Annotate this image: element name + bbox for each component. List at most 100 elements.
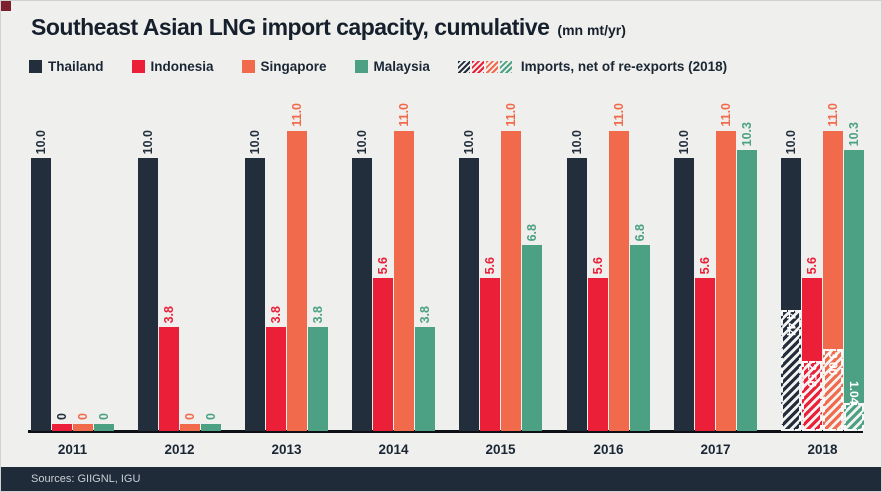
legend-hatch-swatch-icon xyxy=(499,60,512,73)
bar-value-label-indonesia-2014: 5.6 xyxy=(376,256,390,274)
bar-group-2012: 10.0 3.8 0 0 2012 xyxy=(138,86,221,457)
bar-malaysia-2011 xyxy=(94,424,114,431)
bar-singapore-2014 xyxy=(394,131,414,431)
bar-group-2017: 10.0 5.6 11.0 10.3 2017 xyxy=(674,86,757,457)
bar-malaysia-2018 xyxy=(844,150,864,431)
x-axis-line xyxy=(28,430,863,433)
bar-thailand-2015 xyxy=(459,158,479,431)
x-axis-label-2018: 2018 xyxy=(807,442,838,457)
legend-item-thailand: Thailand xyxy=(29,59,104,74)
bar-value-label-singapore-2012: 0 xyxy=(183,413,197,420)
legend-swatch-thailand-icon xyxy=(29,60,42,73)
legend-swatch-malaysia-icon xyxy=(354,60,368,73)
bar-value-label-thailand-2011: 10.0 xyxy=(34,129,48,154)
bar-value-label-malaysia-2017: 10.3 xyxy=(740,121,754,146)
bar-value-label-malaysia-2015: 6.8 xyxy=(525,223,539,241)
bar-value-label-indonesia-2013: 3.8 xyxy=(269,305,283,323)
bar-value-label-indonesia-2015: 5.6 xyxy=(483,256,497,274)
bar-value-label-malaysia-2014: 3.8 xyxy=(418,305,432,323)
x-axis-label-2017: 2017 xyxy=(700,442,731,457)
bar-indonesia-2012 xyxy=(159,327,179,431)
legend-swatch-indonesia-icon xyxy=(131,60,145,73)
title-unit: (mn mt/yr) xyxy=(557,22,626,38)
x-axis-label-2013: 2013 xyxy=(271,442,302,457)
bar-thailand-2011 xyxy=(31,158,51,431)
bar-value-label-malaysia-2018: 10.3 xyxy=(847,121,861,146)
legend-hatch-swatch-icon xyxy=(457,60,470,73)
bar-value-label-thailand-2014: 10.0 xyxy=(355,129,369,154)
imports-value-label-indonesia: 2.56 xyxy=(805,364,819,388)
bar-value-label-singapore-2016: 11.0 xyxy=(612,103,626,127)
legend-label: Malaysia xyxy=(373,59,430,74)
page-title: Southeast Asian LNG import capacity, cum… xyxy=(31,14,550,40)
bar-malaysia-2014 xyxy=(415,327,435,431)
imports-value-label-singapore: 3.00 xyxy=(826,352,840,376)
bar-value-label-indonesia-2011: 0 xyxy=(55,413,69,420)
x-axis-label-2011: 2011 xyxy=(57,442,88,457)
bar-value-label-malaysia-2011: 0 xyxy=(97,413,111,420)
bar-malaysia-2015 xyxy=(522,245,542,431)
bar-singapore-2015 xyxy=(501,131,521,431)
legend-item-singapore: Singapore xyxy=(241,59,327,74)
bar-value-label-indonesia-2012: 3.8 xyxy=(162,305,176,323)
bar-value-label-thailand-2016: 10.0 xyxy=(570,129,584,154)
bar-value-label-singapore-2014: 11.0 xyxy=(397,103,411,127)
bar-singapore-2013 xyxy=(287,131,307,431)
bar-group-2016: 10.0 5.6 11.0 6.8 2016 xyxy=(567,86,650,457)
legend-label: Thailand xyxy=(48,59,104,74)
legend-item-indonesia: Indonesia xyxy=(131,59,214,74)
bar-indonesia-2011 xyxy=(52,424,72,431)
legend: Thailand Indonesia Singapore Malaysia Import… xyxy=(29,59,727,74)
bar-value-label-indonesia-2018: 5.6 xyxy=(805,256,819,274)
bar-value-label-thailand-2013: 10.0 xyxy=(248,129,262,154)
legend-item-imports: Imports, net of re-exports (2018) xyxy=(457,59,728,74)
bar-value-label-singapore-2013: 11.0 xyxy=(290,103,304,127)
imports-value-label-thailand: 4.44 xyxy=(784,313,798,337)
bar-indonesia-2017 xyxy=(695,278,715,431)
legend-label: Singapore xyxy=(260,59,327,74)
legend-hatch-swatch-icon xyxy=(471,60,484,73)
legend-label: Indonesia xyxy=(150,59,214,74)
x-axis-label-2014: 2014 xyxy=(378,442,409,457)
bar-value-label-thailand-2018: 10.0 xyxy=(784,129,798,154)
bar-thailand-2017 xyxy=(674,158,694,431)
bar-value-label-malaysia-2012: 0 xyxy=(204,413,218,420)
bar-singapore-2011 xyxy=(73,424,93,431)
legend-hatch-swatches-icon xyxy=(457,60,512,73)
bar-indonesia-2014 xyxy=(373,278,393,431)
bar-malaysia-2016 xyxy=(630,245,650,431)
bar-value-label-singapore-2018: 11.0 xyxy=(826,103,840,127)
x-axis-label-2016: 2016 xyxy=(593,442,624,457)
bar-value-label-thailand-2012: 10.0 xyxy=(141,129,155,154)
imports-hatch-bar-thailand xyxy=(781,310,801,431)
bar-value-label-thailand-2015: 10.0 xyxy=(462,129,476,154)
bar-group-2014: 10.0 5.6 11.0 3.8 2014 xyxy=(352,86,435,457)
bar-thailand-2016 xyxy=(567,158,587,431)
bar-thailand-2013 xyxy=(245,158,265,431)
bar-value-label-malaysia-2013: 3.8 xyxy=(311,305,325,323)
legend-hatch-swatch-icon xyxy=(485,60,498,73)
bar-value-label-singapore-2011: 0 xyxy=(76,413,90,420)
x-axis-label-2015: 2015 xyxy=(485,442,516,457)
bar-singapore-2012 xyxy=(180,424,200,431)
imports-hatch-bar-indonesia xyxy=(802,361,822,431)
title-row: Southeast Asian LNG import capacity, cum… xyxy=(31,14,626,41)
bar-malaysia-2012 xyxy=(201,424,221,431)
imports-hatch-bar-singapore xyxy=(823,349,843,431)
bar-singapore-2016 xyxy=(609,131,629,431)
bar-indonesia-2015 xyxy=(480,278,500,431)
bar-malaysia-2017 xyxy=(737,150,757,431)
bar-group-2015: 10.0 5.6 11.0 6.8 2015 xyxy=(459,86,542,457)
bar-value-label-indonesia-2017: 5.6 xyxy=(698,256,712,274)
bar-group-2013: 10.0 3.8 11.0 3.8 2013 xyxy=(245,86,328,457)
corner-brand-mark xyxy=(1,1,11,11)
imports-value-label-malaysia: 1.04 xyxy=(847,381,861,405)
bar-malaysia-2013 xyxy=(308,327,328,431)
bar-thailand-2012 xyxy=(138,158,158,431)
bar-value-label-indonesia-2016: 5.6 xyxy=(591,256,605,274)
plot-area: 10.0 0 0 0 2011 10.0 3.8 0 0 2012 10.0 3.8 11.0 3.8 20… xyxy=(28,86,864,457)
bar-value-label-singapore-2015: 11.0 xyxy=(504,103,518,127)
sources-label: Sources: GIIGNL, IGU xyxy=(31,473,141,485)
legend-label-imports: Imports, net of re-exports (2018) xyxy=(520,59,728,74)
